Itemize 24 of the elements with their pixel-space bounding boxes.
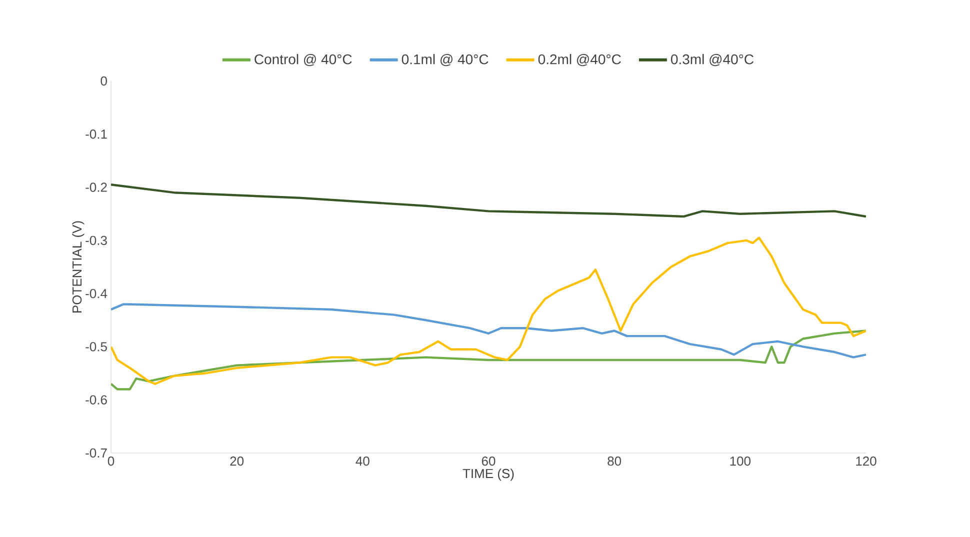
y-tick-label: -0.1 <box>86 130 107 139</box>
legend-label: 0.1ml @ 40°C <box>402 54 488 66</box>
x-tick-label: 0 <box>108 456 114 466</box>
legend-label: Control @ 40°C <box>254 54 352 66</box>
y-tick-label: -0.3 <box>86 236 107 246</box>
line-series <box>111 236 866 385</box>
legend-label: 0.3ml @40°C <box>671 54 754 66</box>
y-tick-label: -0.6 <box>86 395 107 404</box>
y-tick-label: 0 <box>100 76 107 86</box>
y-tick-label: -0.7 <box>86 448 107 458</box>
x-tick-label: 60 <box>482 456 496 466</box>
legend-label: 0.2ml @40°C <box>538 54 621 66</box>
x-axis-title: TIME (S) <box>462 468 514 481</box>
y-tick-label: -0.4 <box>86 288 108 298</box>
x-tick-label: 100 <box>730 456 751 466</box>
x-tick-label: 40 <box>356 456 370 466</box>
x-tick-label: 20 <box>230 456 244 466</box>
line-series <box>111 184 866 218</box>
x-tick-label: 120 <box>856 456 876 466</box>
y-axis-title: POTENTIAL (V) <box>72 221 84 313</box>
x-tick-label: 80 <box>608 456 622 466</box>
line-series <box>111 303 866 358</box>
y-tick-label: -0.5 <box>86 342 107 352</box>
y-tick-label: -0.2 <box>86 182 107 192</box>
